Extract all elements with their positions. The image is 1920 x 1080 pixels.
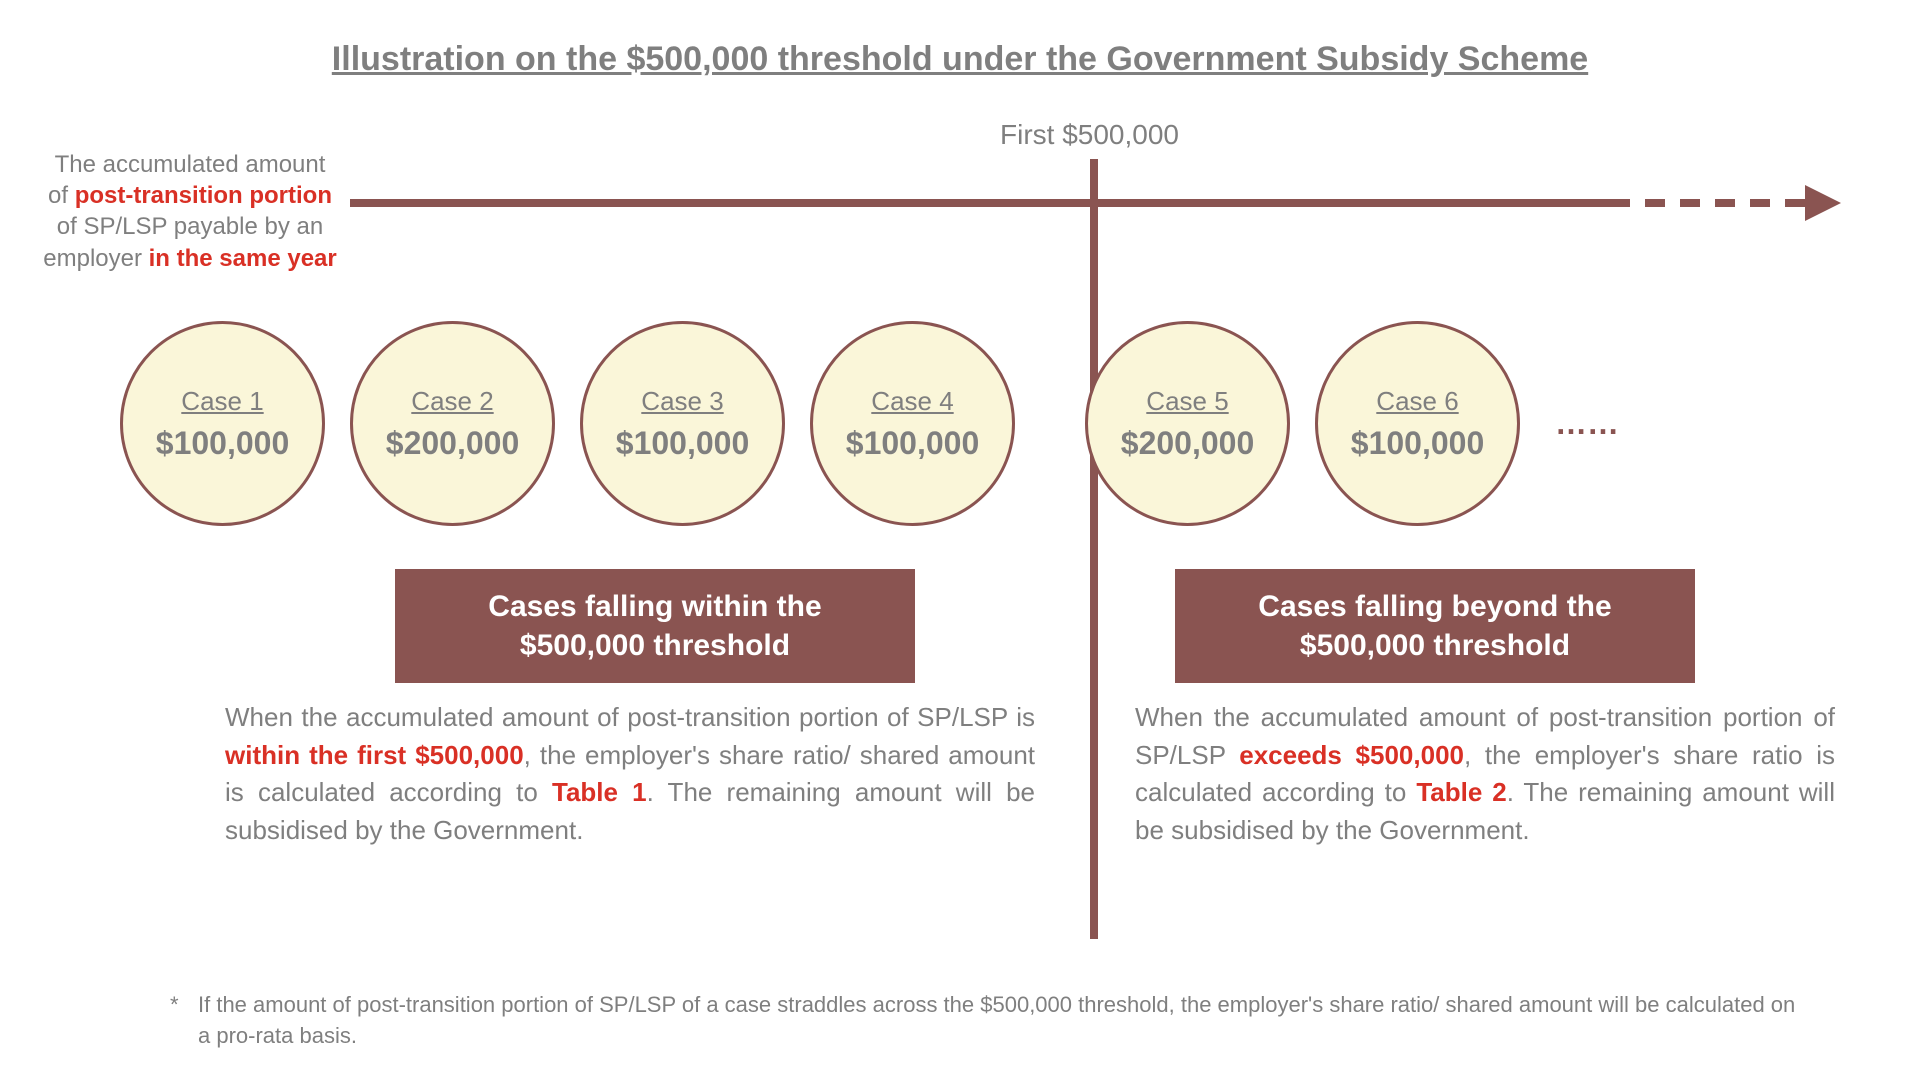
within-threshold-description: When the accumulated amount of post-tran… <box>225 699 1035 850</box>
footnote-star: * <box>170 990 198 1021</box>
footnote-text: If the amount of post-transition portion… <box>198 990 1798 1052</box>
axis-line4b: in the same year <box>149 245 337 272</box>
footnote: *If the amount of post-transition portio… <box>170 990 1820 1052</box>
case-amount: $100,000 <box>846 425 979 462</box>
axis-description: The accumulated amount of post-transitio… <box>40 149 340 274</box>
case-amount: $100,000 <box>156 425 289 462</box>
axis-line2a: of <box>48 182 75 209</box>
case-amount: $100,000 <box>616 425 749 462</box>
ellipsis: …… <box>1555 405 1619 442</box>
page-title: Illustration on the $500,000 threshold u… <box>0 0 1920 99</box>
arrow-head-icon <box>1805 185 1841 221</box>
case-amount: $200,000 <box>386 425 519 462</box>
case-circles-row: Case 1 $100,000 Case 2 $200,000 Case 3 $100,0… <box>120 321 1820 526</box>
desc-left-h2: Table 1 <box>552 777 647 807</box>
arrow-solid <box>350 199 1610 207</box>
arrow-dashed <box>1610 199 1810 207</box>
threshold-label: First $500,000 <box>1000 119 1179 151</box>
case-label: Case 3 <box>641 386 723 417</box>
desc-left-h1: within the first $500,000 <box>225 740 524 770</box>
case-amount: $200,000 <box>1121 425 1254 462</box>
threshold-divider <box>1090 159 1098 939</box>
case-label: Case 1 <box>181 386 263 417</box>
desc-right-h1: exceeds $500,000 <box>1239 740 1464 770</box>
case-label: Case 2 <box>411 386 493 417</box>
beyond-threshold-box: Cases falling beyond the $500,000 thresh… <box>1175 569 1695 683</box>
desc-right-h2: Table 2 <box>1416 777 1506 807</box>
case-label: Case 5 <box>1146 386 1228 417</box>
timeline-arrow <box>350 199 1850 209</box>
case-circle: Case 4 $100,000 <box>810 321 1015 526</box>
case-label: Case 6 <box>1376 386 1458 417</box>
case-circle: Case 6 $100,000 <box>1315 321 1520 526</box>
case-circle: Case 1 $100,000 <box>120 321 325 526</box>
case-amount: $100,000 <box>1351 425 1484 462</box>
beyond-threshold-description: When the accumulated amount of post-tran… <box>1135 699 1835 850</box>
desc-left-t1: When the accumulated amount of post-tran… <box>225 702 1035 732</box>
case-label: Case 4 <box>871 386 953 417</box>
diagram-area: The accumulated amount of post-transitio… <box>0 99 1920 779</box>
axis-line1: The accumulated amount <box>55 151 326 178</box>
within-threshold-box: Cases falling within the $500,000 thresh… <box>395 569 915 683</box>
axis-line2b: post-transition portion <box>75 182 332 209</box>
case-circle: Case 3 $100,000 <box>580 321 785 526</box>
case-circle: Case 2 $200,000 <box>350 321 555 526</box>
case-circle: Case 5 $200,000 <box>1085 321 1290 526</box>
axis-line4a: employer <box>43 245 148 272</box>
axis-line3: of SP/LSP payable by an <box>57 213 323 240</box>
